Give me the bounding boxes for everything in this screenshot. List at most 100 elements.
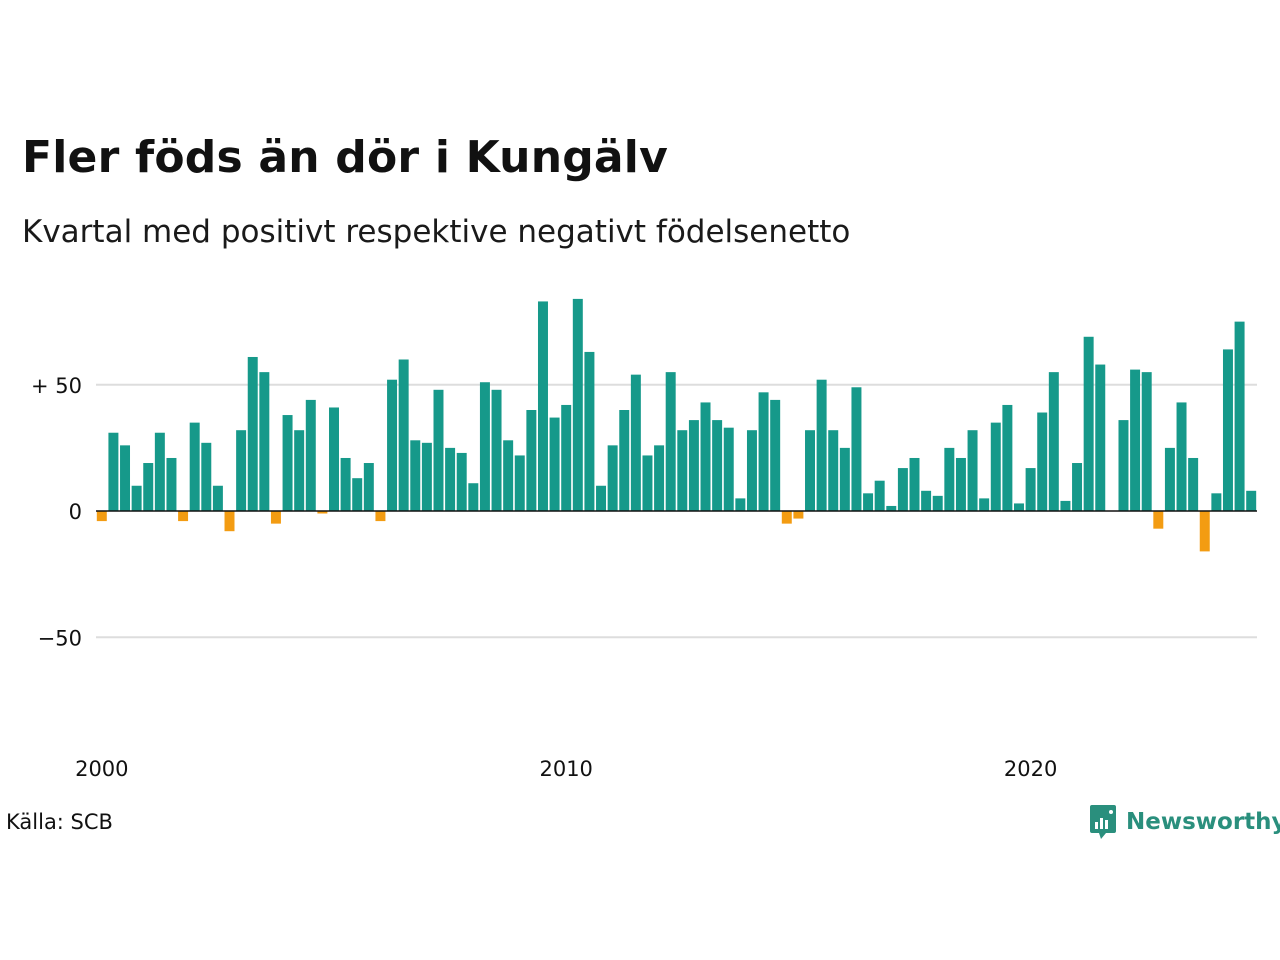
x-tick-label: 2020: [1004, 757, 1057, 781]
bar: [1188, 457, 1199, 511]
bar: [561, 404, 572, 511]
bar: [236, 430, 247, 511]
bar: [932, 495, 943, 511]
bar: [468, 483, 479, 511]
y-tick-label: + 50: [31, 374, 82, 398]
bar: [445, 447, 456, 512]
bar: [1153, 511, 1164, 529]
bar: [96, 511, 107, 522]
bar: [642, 455, 653, 511]
bar: [1164, 447, 1175, 512]
bar: [1072, 463, 1083, 511]
bar: [979, 498, 990, 512]
bar: [688, 420, 699, 511]
bar: [1199, 511, 1210, 552]
bar: [410, 440, 421, 511]
bar: [584, 351, 595, 511]
bar: [340, 457, 351, 511]
y-tick-label: 0: [69, 500, 82, 524]
source-note: Källa: SCB: [6, 810, 113, 834]
chart-subtitle: Kvartal med positivt respektive negativt…: [22, 214, 851, 250]
bar: [178, 511, 189, 522]
bar: [526, 410, 537, 511]
bar: [120, 445, 131, 511]
bar: [491, 389, 502, 511]
bar: [317, 511, 328, 514]
bar: [1048, 372, 1059, 512]
bar: [828, 430, 839, 511]
bar: [874, 480, 885, 511]
bar: [1141, 372, 1152, 512]
bar: [781, 511, 792, 524]
bar: [805, 430, 815, 511]
bar: [596, 485, 607, 511]
bar: [503, 440, 514, 511]
bar: [456, 452, 467, 511]
bar: [363, 463, 374, 511]
bar: [654, 445, 665, 511]
bar: [944, 447, 955, 512]
bar: [479, 382, 490, 512]
bar: [166, 457, 177, 511]
bar: [1037, 412, 1048, 511]
bar: [793, 511, 804, 519]
bar: [909, 457, 920, 511]
bar: [270, 511, 281, 524]
x-tick-label: 2010: [539, 757, 592, 781]
bar: [921, 490, 932, 511]
axes: + 50 0 −50 2000 2010 2020: [31, 374, 1257, 781]
bar: [665, 372, 676, 512]
bar: [1083, 336, 1094, 511]
bar: [329, 407, 339, 511]
bar: [1095, 364, 1106, 511]
bar: [1211, 493, 1222, 511]
bar: [758, 392, 769, 511]
bar: [387, 379, 398, 511]
bar: [607, 445, 618, 511]
bar: [294, 430, 305, 511]
bar: [735, 498, 746, 512]
bar: [897, 468, 908, 511]
bar: [1246, 490, 1257, 511]
bar: [619, 410, 630, 511]
bar: [1118, 420, 1129, 511]
x-tick-label: 2000: [75, 757, 128, 781]
bar: [863, 493, 874, 511]
bar: [955, 457, 966, 511]
bar: [201, 442, 212, 511]
y-tick-label: −50: [38, 626, 82, 650]
bar: [700, 402, 711, 512]
bar: [677, 430, 688, 511]
brand-logo[interactable]: Newsworthy: [1088, 804, 1280, 840]
bar: [375, 511, 386, 522]
bar: [514, 455, 525, 511]
bar: [1234, 321, 1245, 512]
bar: [189, 422, 200, 512]
bar: [131, 485, 142, 511]
bar: [398, 359, 409, 511]
bar: [1222, 349, 1233, 511]
bar: [770, 399, 781, 511]
newsworthy-logo-icon: [1090, 805, 1116, 839]
bar: [816, 379, 827, 511]
bar: [143, 463, 154, 511]
bar: [851, 387, 862, 511]
bar: [549, 417, 560, 511]
bars: [96, 298, 1257, 552]
brand-name: Newsworthy: [1126, 809, 1280, 835]
bar: [305, 399, 316, 511]
bar: [224, 511, 235, 532]
bar: [1060, 500, 1071, 511]
bar: [1130, 369, 1141, 511]
bar: [259, 372, 270, 512]
bar: [537, 301, 548, 511]
bar: [839, 447, 850, 512]
bar: [630, 374, 641, 511]
bar: [282, 415, 293, 511]
bar: [1176, 402, 1187, 512]
bar: [108, 432, 119, 511]
bar: [247, 356, 258, 512]
chart-title: Fler föds än dör i Kungälv: [22, 132, 668, 183]
bar: [212, 485, 223, 511]
